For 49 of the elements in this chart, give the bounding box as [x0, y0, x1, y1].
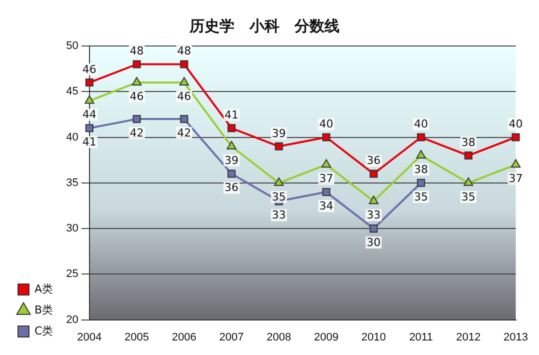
data-label: 44 — [82, 108, 96, 122]
data-label: 37 — [508, 172, 523, 186]
x-tick-label: 2013 — [504, 331, 528, 344]
data-label: 46 — [82, 62, 96, 76]
legend-label: B类 — [34, 303, 54, 316]
x-tick-label: 2011 — [409, 331, 433, 344]
y-tick-label: 45 — [66, 86, 78, 98]
data-label: 40 — [414, 118, 428, 131]
data-label: 38 — [414, 162, 428, 176]
data-label: 41 — [224, 108, 239, 122]
y-tick-label: 30 — [66, 222, 78, 235]
data-label: 46 — [130, 90, 144, 103]
data-label: 35 — [461, 190, 476, 204]
data-label: 36 — [366, 154, 381, 168]
data-label: 33 — [272, 208, 286, 222]
x-tick-label: 2007 — [219, 331, 244, 344]
data-label: 39 — [224, 154, 239, 167]
data-label: 40 — [319, 118, 334, 131]
x-tick-label: 2008 — [266, 331, 292, 344]
data-label: 42 — [177, 126, 192, 140]
x-tick-label: 2004 — [77, 331, 102, 344]
x-tick-label: 2010 — [361, 331, 386, 344]
data-label: 40 — [508, 118, 523, 131]
chart-title: 历史学 小科 分数线 — [188, 16, 340, 35]
data-label: 30 — [366, 236, 381, 249]
data-label: 41 — [82, 136, 96, 148]
legend-label: A类 — [34, 282, 54, 296]
data-label: 46 — [177, 90, 192, 103]
data-label: 39 — [272, 126, 286, 140]
x-tick-label: 2012 — [456, 331, 481, 344]
data-label: 37 — [319, 172, 334, 186]
data-label: 33 — [366, 208, 381, 222]
data-label: 38 — [461, 136, 476, 149]
data-label: 48 — [130, 44, 144, 58]
x-tick-label: 2009 — [314, 331, 339, 344]
data-label: 36 — [224, 181, 239, 194]
data-label: 34 — [319, 199, 334, 212]
legend-label: C类 — [34, 324, 54, 338]
y-tick-label: 35 — [66, 176, 78, 189]
y-tick-label: 50 — [66, 40, 78, 52]
data-label: 48 — [177, 44, 192, 58]
y-tick-label: 40 — [66, 131, 78, 144]
y-tick-label: 25 — [66, 268, 78, 280]
y-tick-label: 20 — [66, 314, 78, 326]
x-tick-label: 2006 — [172, 331, 196, 344]
data-label: 35 — [414, 190, 428, 204]
x-tick-label: 2005 — [124, 331, 150, 344]
data-label: 42 — [130, 126, 144, 140]
data-label: 35 — [272, 190, 286, 204]
